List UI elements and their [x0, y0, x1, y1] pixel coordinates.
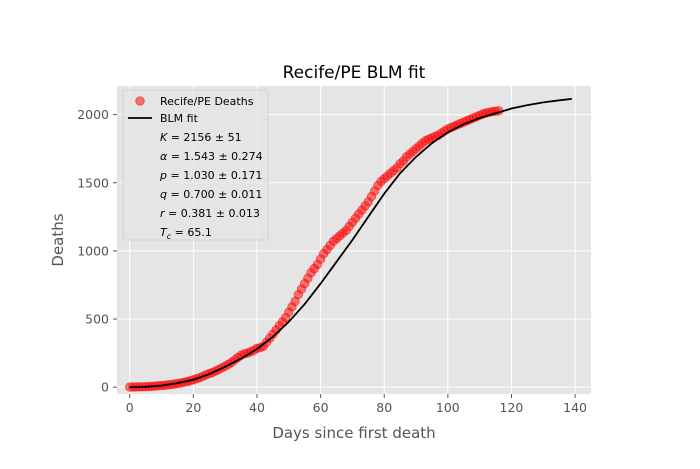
- legend-scatter-marker: [135, 96, 145, 106]
- y-tick-label: 500: [85, 312, 109, 327]
- legend-entry-deaths: Recife/PE Deaths: [160, 95, 254, 108]
- fit-parameter: K = 2156 ± 51: [160, 131, 242, 144]
- fit-parameter: p = 1.030 ± 0.171: [159, 169, 262, 182]
- axis-ticks: 0 20 40 60 80 100 120 140 0 500 1000 1500 2000: [77, 107, 587, 415]
- x-tick-label: 100: [436, 400, 460, 415]
- y-tick-label: 0: [101, 380, 109, 395]
- blm-fit-line: [129, 98, 572, 389]
- legend-box: [122, 89, 269, 241]
- x-tick-label: 20: [185, 400, 201, 415]
- x-tick-label: 0: [126, 400, 134, 415]
- x-tick-label: 40: [249, 400, 265, 415]
- legend: Recife/PE Deaths BLM fit K = 2156 ± 51 α …: [122, 89, 269, 241]
- fit-parameter: q = 0.700 ± 0.011: [160, 188, 262, 201]
- fit-parameter: α = 1.543 ± 0.274: [160, 150, 263, 163]
- fit-parameter: Tc = 65.1: [160, 226, 212, 241]
- y-tick-label: 2000: [77, 107, 109, 122]
- y-tick-label: 1500: [77, 175, 109, 190]
- x-tick-label: 140: [563, 400, 587, 415]
- x-tick-label: 80: [376, 400, 392, 415]
- chart-title: Recife/PE BLM fit: [283, 63, 426, 83]
- y-axis-label: Deaths: [49, 213, 67, 266]
- fit-parameters: K = 2156 ± 51 α = 1.543 ± 0.274 p = 1.030 …: [159, 131, 263, 241]
- x-axis-label: Days since first death: [272, 424, 435, 442]
- x-tick-label: 120: [500, 400, 524, 415]
- x-tick-label: 60: [313, 400, 329, 415]
- y-tick-label: 1000: [77, 243, 109, 258]
- fit-parameter: r = 0.381 ± 0.013: [160, 207, 260, 220]
- legend-entry-fit: BLM fit: [160, 112, 199, 125]
